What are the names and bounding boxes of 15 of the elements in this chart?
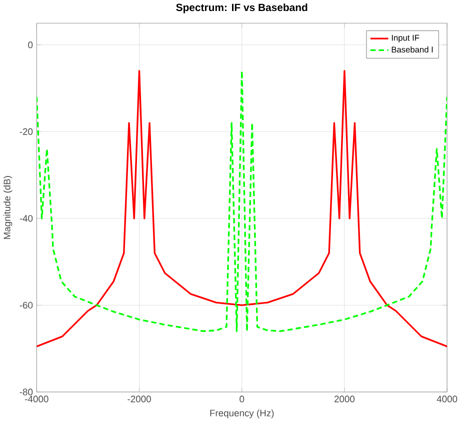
y-tick-label: 0 bbox=[28, 42, 33, 48]
y-tick-label: -80 bbox=[20, 388, 33, 396]
x-tick-label: -2000 bbox=[128, 396, 151, 402]
x-tick-label: 2000 bbox=[334, 396, 355, 402]
y-axis-title: Magnitude (dB) bbox=[3, 176, 12, 240]
x-axis-title: Frequency (Hz) bbox=[210, 410, 274, 418]
x-tick-label: -4000 bbox=[25, 396, 48, 402]
y-tick-label: -40 bbox=[20, 215, 33, 222]
y-tick-label: -60 bbox=[20, 302, 33, 309]
legend-label: Input IF bbox=[392, 35, 420, 43]
legend-label: Baseband I bbox=[392, 46, 433, 53]
x-tick-label: 4000 bbox=[436, 396, 458, 402]
y-tick-label: -20 bbox=[20, 128, 33, 136]
x-tick-label: 0 bbox=[240, 396, 244, 402]
chart-title: Spectrum: IF vs Baseband bbox=[176, 4, 308, 14]
